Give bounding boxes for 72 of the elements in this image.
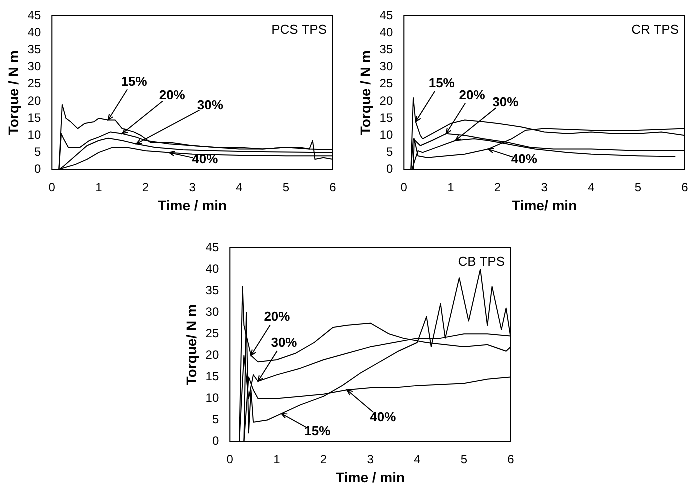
y-tick-label: 5 bbox=[386, 145, 394, 160]
y-tick-label: 20 bbox=[28, 94, 42, 108]
x-tick-label: 4 bbox=[236, 180, 244, 194]
x-tick-label: 3 bbox=[541, 180, 548, 194]
y-tick-label: 40 bbox=[206, 262, 220, 276]
annotation: 30% bbox=[492, 94, 520, 110]
y-tick-label: 35 bbox=[380, 42, 394, 56]
y-tick-label: 10 bbox=[206, 391, 220, 406]
y-tick-label: 45 bbox=[206, 240, 220, 254]
y-tick-label: 10 bbox=[380, 128, 394, 142]
x-tick-label: 6 bbox=[330, 180, 337, 194]
y-tick-label: 35 bbox=[206, 283, 220, 298]
x-tick-label: 1 bbox=[96, 180, 103, 194]
x-tick-label: 6 bbox=[682, 180, 689, 194]
y-tick-label: 5 bbox=[34, 145, 42, 160]
annotation: 15% bbox=[428, 76, 456, 91]
x-tick-label: 0 bbox=[48, 180, 56, 194]
x-tick-label: 6 bbox=[508, 452, 515, 466]
y-axis-title: Torque / N m bbox=[357, 50, 374, 136]
text: PCS TPS bbox=[272, 22, 328, 38]
x-tick-label: 3 bbox=[367, 452, 374, 466]
x-tick-label: 4 bbox=[414, 452, 422, 466]
y-tick-label: 15 bbox=[28, 110, 42, 125]
x-tick-label: 1 bbox=[274, 452, 281, 466]
y-tick-label: 10 bbox=[28, 128, 42, 142]
y-tick-label: 35 bbox=[28, 42, 42, 56]
x-tick-label: 2 bbox=[494, 180, 502, 194]
annotation: 15% bbox=[121, 74, 148, 89]
x-tick-label: 5 bbox=[282, 180, 290, 194]
y-tick-label: 30 bbox=[28, 60, 42, 74]
x-tick-label: 1 bbox=[448, 180, 455, 194]
text: CB TPS bbox=[458, 254, 506, 270]
x-tick-label: 5 bbox=[460, 452, 468, 466]
annotation: 40% bbox=[511, 151, 538, 166]
y-axis-title: Torque / N m bbox=[5, 50, 22, 136]
x-tick-label: 4 bbox=[588, 180, 596, 194]
y-tick-label: 25 bbox=[206, 326, 220, 340]
y-tick-label: 25 bbox=[28, 76, 42, 91]
annotation: 20% bbox=[159, 87, 186, 102]
x-axis-title: Time / min bbox=[336, 469, 406, 486]
y-tick-label: 15 bbox=[380, 110, 394, 125]
x-tick-label: 2 bbox=[142, 180, 150, 194]
y-tick-label: 45 bbox=[380, 8, 394, 22]
y-axis-title: Torque/ N m bbox=[183, 304, 200, 386]
y-tick-label: 40 bbox=[380, 25, 394, 40]
y-tick-label: 25 bbox=[380, 76, 394, 91]
y-tick-label: 45 bbox=[28, 8, 42, 22]
x-tick-label: 5 bbox=[634, 180, 642, 194]
x-tick-label: 0 bbox=[226, 452, 234, 466]
annotation: 40% bbox=[192, 151, 219, 166]
annotation: 15% bbox=[304, 423, 332, 438]
y-tick-label: 0 bbox=[34, 162, 42, 176]
y-tick-label: 40 bbox=[28, 25, 42, 40]
y-tick-label: 20 bbox=[206, 348, 220, 362]
text: CR TPS bbox=[632, 22, 680, 38]
y-tick-label: 15 bbox=[206, 370, 220, 384]
x-tick-label: 3 bbox=[189, 180, 196, 194]
x-axis-title: Time / min bbox=[158, 197, 228, 214]
annotation: 30% bbox=[271, 335, 298, 350]
y-tick-label: 0 bbox=[386, 162, 394, 176]
y-tick-label: 20 bbox=[380, 94, 394, 108]
x-tick-label: 0 bbox=[400, 180, 408, 194]
y-tick-label: 30 bbox=[380, 60, 394, 74]
annotation: 20% bbox=[264, 309, 291, 324]
annotation: 20% bbox=[459, 87, 486, 102]
x-tick-label: 2 bbox=[320, 452, 328, 466]
annotation: 30% bbox=[197, 98, 224, 113]
y-tick-label: 5 bbox=[212, 412, 220, 427]
y-tick-label: 0 bbox=[212, 434, 220, 448]
annotation: 40% bbox=[370, 410, 397, 425]
y-tick-label: 30 bbox=[206, 304, 220, 319]
x-axis-title: Time/ min bbox=[512, 197, 578, 214]
